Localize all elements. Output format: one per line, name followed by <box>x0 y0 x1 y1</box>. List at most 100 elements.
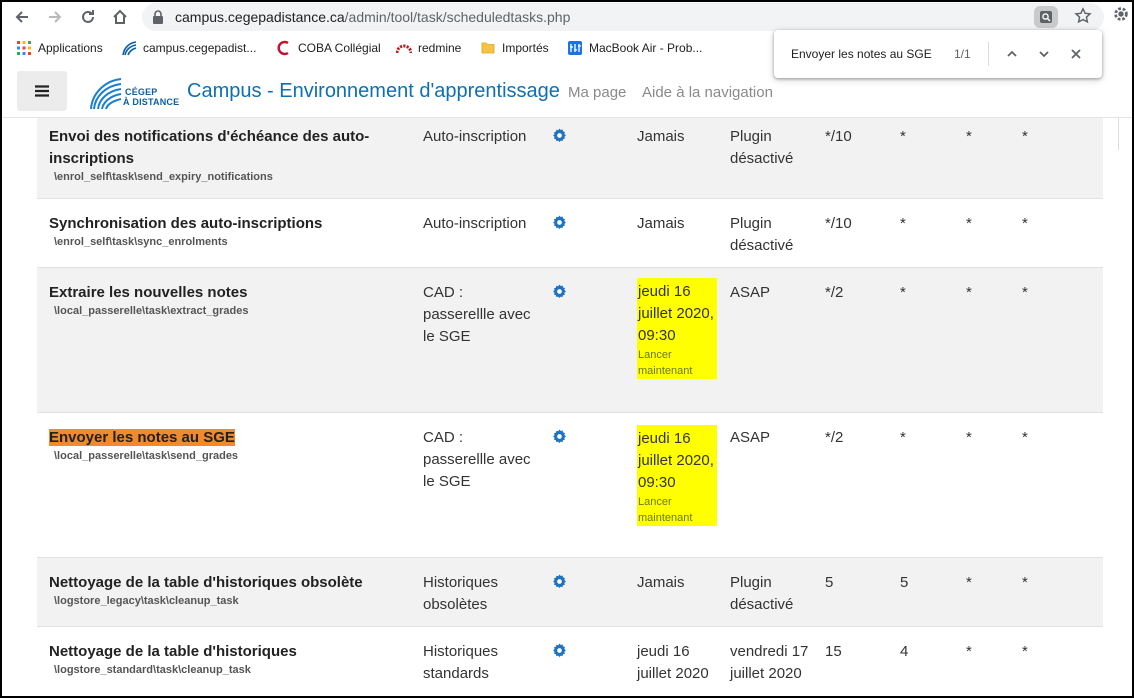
task-day: * <box>966 128 972 145</box>
bookmark-label: Importés <box>502 41 549 55</box>
find-input[interactable]: Envoyer les notes au SGE <box>791 47 932 61</box>
task-day: * <box>966 215 972 232</box>
redmine-icon <box>395 40 413 56</box>
task-classname: \logstore_legacy\task\cleanup_task <box>54 595 239 607</box>
bookmark-macbook[interactable]: MacBook Air - Prob... <box>567 40 702 56</box>
table-row: Envoyer les notes au SGE \local_passerel… <box>37 412 1103 557</box>
task-next-run: ASAP <box>730 284 771 301</box>
bookmark-redmine[interactable]: redmine <box>395 40 462 56</box>
back-button[interactable] <box>10 5 34 29</box>
table-row: Extraire les nouvelles notes \local_pass… <box>37 267 1103 412</box>
task-last-run: jeudi 16 juillet 2020 <box>637 643 709 682</box>
task-next-run: vendredi 17 juillet 2020 <box>730 643 809 682</box>
bookmark-label: Applications <box>38 41 103 55</box>
find-in-page-button[interactable] <box>1034 6 1058 28</box>
find-match-highlight: Envoyer les notes au SGE <box>49 429 235 446</box>
task-name-cell: Envoyer les notes au SGE \local_passerel… <box>49 427 409 463</box>
reload-icon <box>82 10 94 23</box>
close-icon <box>1071 49 1081 59</box>
task-next-run: Plugin désactivé <box>730 128 794 167</box>
task-name-cell: Nettoyage de la table d'historiques \log… <box>49 641 409 677</box>
find-close-button[interactable] <box>1065 43 1087 65</box>
task-last-run: Jamais <box>637 574 685 591</box>
task-classname: \local_passerelle\task\extract_grades <box>54 305 249 317</box>
find-previous-button[interactable] <box>1001 43 1023 65</box>
edit-task-button[interactable] <box>552 643 570 665</box>
task-component: Historiques obsolètes <box>423 574 499 613</box>
nav-link-aide[interactable]: Aide à la navigation <box>642 84 773 101</box>
task-component: Auto-inscription <box>423 128 527 145</box>
task-minute: */2 <box>825 429 844 446</box>
bookmark-applications[interactable]: Applications <box>16 40 103 56</box>
url-text: campus.cegepadistance.ca/admin/tool/task… <box>175 9 571 25</box>
task-day: * <box>966 429 972 446</box>
gear-icon <box>553 128 566 143</box>
edit-task-button[interactable] <box>552 429 570 451</box>
task-name: Nettoyage de la table d'historiques <box>49 643 297 660</box>
lock-icon <box>153 10 163 24</box>
task-minute: */2 <box>825 284 844 301</box>
cegep-logo-icon <box>121 40 137 56</box>
logo-text-line2: À DISTANCE <box>123 97 180 107</box>
table-row: Nettoyage de la table d'historiques obso… <box>37 557 1103 626</box>
back-arrow-icon <box>15 11 28 23</box>
nav-link-ma-page[interactable]: Ma page <box>568 84 627 101</box>
task-classname: \enrol_self\task\send_expiry_notificatio… <box>54 171 273 183</box>
task-day: * <box>966 643 972 660</box>
task-minute: */10 <box>825 215 852 232</box>
task-last-run: jeudi 16 juillet 2020, 09:30 <box>638 430 714 491</box>
edit-task-button[interactable] <box>552 128 570 150</box>
task-name-cell: Synchronisation des auto-inscriptions \e… <box>49 213 409 249</box>
task-last-run: Jamais <box>637 128 685 145</box>
task-classname: \logstore_standard\task\cleanup_task <box>54 664 251 676</box>
cegep-waves-icon <box>90 78 122 110</box>
drawer-toggle-button[interactable] <box>17 71 67 111</box>
run-now-link[interactable]: Lancer maintenant <box>638 496 693 524</box>
coba-icon <box>276 40 292 56</box>
find-next-button[interactable] <box>1033 43 1055 65</box>
search-highlight: jeudi 16 juillet 2020, 09:30 Lancer main… <box>637 278 717 379</box>
bookmark-star-icon[interactable] <box>1074 7 1092 25</box>
task-day-of-week: * <box>1022 574 1028 591</box>
task-next-run: ASAP <box>730 429 771 446</box>
gear-icon <box>553 215 566 230</box>
macbook-icon <box>567 40 583 56</box>
scheduled-tasks-table: Envoi des notifications d'échéance des a… <box>37 118 1103 696</box>
bookmark-label: COBA Collégial <box>298 41 381 55</box>
bookmark-coba[interactable]: COBA Collégial <box>276 40 381 56</box>
task-name-cell: Envoi des notifications d'échéance des a… <box>49 126 409 184</box>
task-hour: * <box>900 429 906 446</box>
edit-task-button[interactable] <box>552 284 570 306</box>
task-last-run: Jamais <box>637 215 685 232</box>
task-last-run-cell: jeudi 16 juillet 2020, 09:30 Lancer main… <box>637 425 717 526</box>
home-button[interactable] <box>108 5 132 29</box>
task-hour: 5 <box>900 574 909 591</box>
find-match-count: 1/1 <box>954 47 971 61</box>
task-component: Auto-inscription <box>423 215 527 232</box>
table-row: Nettoyage de la table d'historiques \log… <box>37 626 1103 696</box>
task-day-of-week: * <box>1022 284 1028 301</box>
site-logo[interactable]: CÉGEP À DISTANCE <box>90 74 184 110</box>
apps-grid-icon <box>16 40 32 56</box>
extension-gear-icon[interactable] <box>1112 5 1130 23</box>
task-last-run: jeudi 16 juillet 2020, 09:30 <box>638 283 714 344</box>
task-name: Extraire les nouvelles notes <box>49 284 248 301</box>
task-name: Nettoyage de la table d'historiques obso… <box>49 574 363 591</box>
run-now-link[interactable]: Lancer maintenant <box>638 349 693 377</box>
site-title[interactable]: Campus - Environnement d'apprentissage <box>187 80 560 102</box>
address-bar[interactable]: campus.cegepadistance.ca/admin/tool/task… <box>142 3 1104 31</box>
bookmark-label: MacBook Air - Prob... <box>589 41 703 55</box>
page-scrollbar[interactable] <box>1118 118 1134 150</box>
reload-button[interactable] <box>76 5 100 29</box>
task-component: CAD : passerellle avec le SGE <box>423 429 531 490</box>
bookmark-importes[interactable]: Importés <box>480 40 549 56</box>
forward-button[interactable] <box>43 5 67 29</box>
bookmark-label: redmine <box>418 41 462 55</box>
edit-task-button[interactable] <box>552 215 570 237</box>
task-day: * <box>966 284 972 301</box>
task-name: Envoi des notifications d'échéance des a… <box>49 128 370 167</box>
edit-task-button[interactable] <box>552 574 570 596</box>
browser-toolbar: campus.cegepadistance.ca/admin/tool/task… <box>0 0 1134 34</box>
bookmark-campus[interactable]: campus.cegepadist... <box>121 40 256 56</box>
task-name: Envoyer les notes au SGE <box>49 427 409 449</box>
